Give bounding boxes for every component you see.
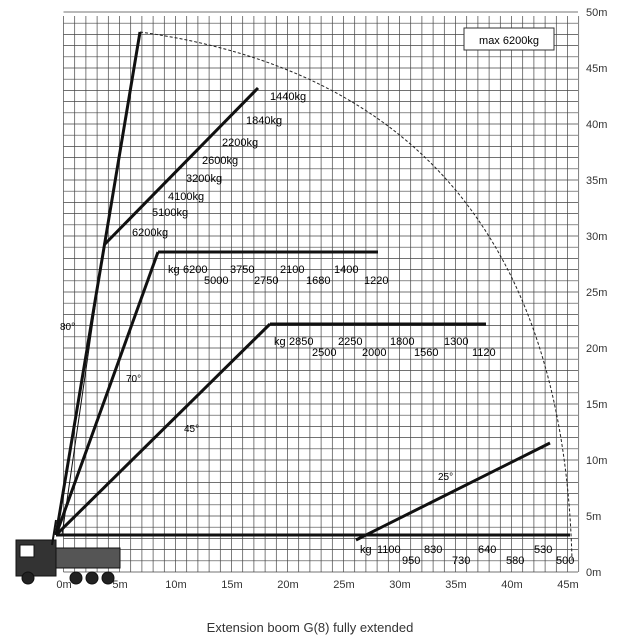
jib-load-7: 5100kg (152, 207, 188, 219)
boom-0-loads: kg 1100 830 640 530 950 730 580 500 (360, 544, 574, 567)
x-tick-label: 0m (56, 579, 71, 591)
y-tick-label: 5m (586, 511, 601, 523)
boom-70-r1-2: 2100 (280, 264, 304, 276)
x-axis-ticks: 0m 5m 10m 15m 20m 25m 30m 35m 40m 45m (56, 579, 578, 591)
y-tick-label: 45m (586, 63, 607, 75)
boom-70-r1-1: 3750 (230, 264, 254, 276)
x-tick-label: 35m (445, 579, 466, 591)
boom-0-r1-2: 640 (478, 544, 496, 556)
boom-45-r2-2: 1560 (414, 347, 438, 359)
boom-45-r1-1: 2250 (338, 336, 362, 348)
boom-70-r2-3: 1220 (364, 275, 388, 287)
boom-45-loads: kg 2850 2250 1800 1300 2500 2000 1560 11… (274, 336, 496, 359)
jib-load-4: 2600kg (202, 155, 238, 167)
x-tick-label: 15m (221, 579, 242, 591)
jib-load-labels: 1440kg 1840kg 2200kg 2600kg 3200kg 4100k… (132, 91, 306, 239)
boom-45-unit: kg (274, 336, 286, 348)
boom-25 (355, 441, 551, 542)
angle-label-80: 80° (60, 322, 75, 333)
boom-80 (54, 31, 142, 536)
angle-label-70: 70° (126, 374, 141, 385)
x-tick-label: 5m (112, 579, 127, 591)
boom-0-r1-0: 1100 (377, 544, 401, 556)
boom-45-r2-3: 1120 (472, 347, 496, 359)
boom-70-r1-3: 1400 (334, 264, 358, 276)
y-tick-label: 20m (586, 343, 607, 355)
boom-70-r1-0: 6200 (183, 264, 207, 276)
boom-70 (54, 250, 378, 536)
truck (15, 519, 121, 585)
y-tick-label: 15m (586, 399, 607, 411)
y-axis-ticks: 0m 5m 10m 15m 20m 25m 30m 35m 40m 45m 50m (586, 7, 607, 579)
max-load-box (463, 27, 555, 51)
boom-45-r1-3: 1300 (444, 336, 468, 348)
y-tick-label: 40m (586, 119, 607, 131)
y-tick-label: 50m (586, 7, 607, 19)
boom-45-r1-0: 2850 (289, 336, 313, 348)
boom-70-unit: kg (168, 264, 180, 276)
x-tick-label: 40m (501, 579, 522, 591)
reach-envelope-arc (139, 31, 573, 561)
jib-load-5: 3200kg (186, 173, 222, 185)
jib-load-1: 1440kg (270, 91, 306, 103)
y-tick-label: 25m (586, 287, 607, 299)
boom-0-r1-3: 530 (534, 544, 552, 556)
x-tick-label: 30m (389, 579, 410, 591)
boom-70-r2-2: 1680 (306, 275, 330, 287)
boom-0-r2-0: 950 (402, 555, 420, 567)
boom-0-r1-1: 830 (424, 544, 442, 556)
angle-label-25: 25° (438, 472, 453, 483)
diagram-caption: Extension boom G(8) fully extended (206, 620, 414, 635)
angle-label-45: 45° (184, 424, 199, 435)
y-tick-label: 35m (586, 175, 607, 187)
jib-load-3: 2200kg (222, 137, 258, 149)
boom-0-r2-2: 580 (506, 555, 524, 567)
x-tick-label: 25m (333, 579, 354, 591)
x-tick-label: 10m (165, 579, 186, 591)
boom-0-r2-3: 500 (556, 555, 574, 567)
grid (63, 11, 580, 573)
boom-45-r1-2: 1800 (390, 336, 414, 348)
x-tick-label: 45m (557, 579, 578, 591)
jib-load-6: 4100kg (168, 191, 204, 203)
y-tick-label: 0m (586, 567, 601, 579)
jib-80 (102, 86, 260, 247)
boom-45 (54, 322, 486, 537)
boom-70-loads: kg 6200 3750 2100 1400 5000 2750 1680 12… (168, 264, 388, 287)
jib-load-2: 1840kg (246, 115, 282, 127)
boom-70-r2-1: 2750 (254, 275, 278, 287)
jib-load-8: 6200kg (132, 227, 168, 239)
boom-70-r2-0: 5000 (204, 275, 228, 287)
boom-0-r2-1: 730 (452, 555, 470, 567)
boom-0-unit: kg (360, 544, 372, 556)
boom-45-r2-1: 2000 (362, 347, 386, 359)
y-tick-label: 10m (586, 455, 607, 467)
max-load-label: max 6200kg (479, 35, 539, 47)
y-tick-label: 30m (586, 231, 607, 243)
x-tick-label: 20m (277, 579, 298, 591)
boom-45-r2-0: 2500 (312, 347, 336, 359)
